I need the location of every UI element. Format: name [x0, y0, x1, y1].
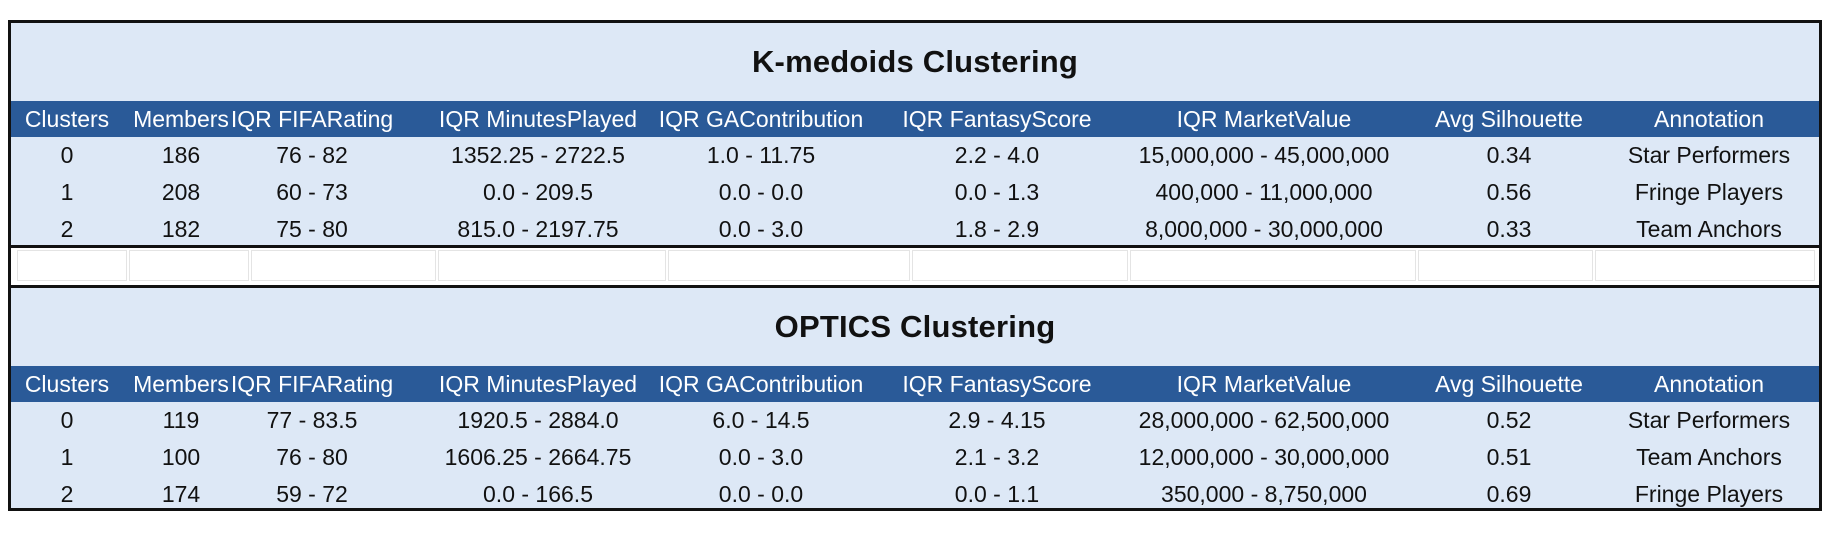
table-row: 1 208 60 - 73 0.0 - 209.5 0.0 - 0.0 0.0 … — [11, 174, 1819, 211]
cell-members: 100 — [161, 444, 201, 470]
header-iqr-marketvalue: IQR MarketValue — [1176, 106, 1352, 132]
cell-iqr-gacontribution: 0.0 - 3.0 — [718, 444, 804, 470]
table-row: 2 182 75 - 80 815.0 - 2197.75 0.0 - 3.0 … — [11, 211, 1819, 248]
cell-avg-silhouette: 0.34 — [1486, 142, 1532, 168]
empty-cell — [17, 250, 127, 281]
cell-cluster: 0 — [60, 407, 74, 433]
table-row: 2 174 59 - 72 0.0 - 166.5 0.0 - 0.0 0.0 … — [11, 476, 1819, 513]
spacer-row — [8, 247, 1822, 285]
cell-iqr-fantasyscore: 0.0 - 1.3 — [954, 179, 1040, 205]
cell-avg-silhouette: 0.51 — [1486, 444, 1532, 470]
cell-iqr-minutesplayed: 1352.25 - 2722.5 — [451, 142, 625, 168]
cell-iqr-gacontribution: 1.0 - 11.75 — [706, 142, 816, 168]
cell-iqr-fifarating: 76 - 80 — [276, 444, 348, 470]
cell-iqr-fantasyscore: 2.1 - 3.2 — [954, 444, 1040, 470]
cell-iqr-marketvalue: 28,000,000 - 62,500,000 — [1138, 407, 1390, 433]
header-iqr-marketvalue: IQR MarketValue — [1176, 371, 1352, 397]
cell-iqr-marketvalue: 350,000 - 8,750,000 — [1161, 481, 1367, 507]
cell-members: 119 — [162, 407, 200, 433]
header-clusters: Clusters — [24, 106, 110, 132]
header-iqr-gacontribution: IQR GAContribution — [658, 106, 864, 132]
cell-avg-silhouette: 0.69 — [1486, 481, 1532, 507]
cell-annotation: Star Performers — [1627, 142, 1791, 168]
header-iqr-fifarating: IQR FIFARating — [230, 106, 394, 132]
cell-cluster: 2 — [60, 216, 74, 242]
cell-iqr-minutesplayed: 0.0 - 166.5 — [483, 481, 593, 507]
cell-iqr-gacontribution: 6.0 - 14.5 — [712, 407, 810, 433]
header-avg-silhouette: Avg Silhouette — [1435, 106, 1583, 132]
empty-cell — [912, 250, 1128, 281]
header-iqr-minutesplayed: IQR MinutesPlayed — [438, 371, 638, 397]
cell-annotation: Fringe Players — [1634, 179, 1784, 205]
cell-iqr-gacontribution: 0.0 - 0.0 — [718, 481, 804, 507]
cell-avg-silhouette: 0.52 — [1486, 407, 1532, 433]
cell-iqr-gacontribution: 0.0 - 3.0 — [718, 216, 804, 242]
cell-annotation: Star Performers — [1627, 407, 1791, 433]
empty-cell — [129, 250, 249, 281]
header-iqr-fifarating: IQR FIFARating — [230, 371, 394, 397]
header-iqr-gacontribution: IQR GAContribution — [658, 371, 864, 397]
cell-iqr-minutesplayed: 1606.25 - 2664.75 — [444, 444, 632, 470]
cell-iqr-marketvalue: 12,000,000 - 30,000,000 — [1138, 444, 1390, 470]
cell-members: 182 — [161, 216, 201, 242]
cell-members: 208 — [161, 179, 201, 205]
empty-cell — [668, 250, 910, 281]
optics-table-title: OPTICS Clustering — [774, 309, 1056, 344]
empty-cell — [1595, 250, 1815, 281]
cell-iqr-gacontribution: 0.0 - 0.0 — [718, 179, 804, 205]
header-annotation: Annotation — [1654, 106, 1764, 132]
cell-iqr-minutesplayed: 1920.5 - 2884.0 — [457, 407, 619, 433]
cell-annotation: Team Anchors — [1636, 444, 1782, 470]
empty-cell — [251, 250, 436, 281]
cell-iqr-fantasyscore: 2.2 - 4.0 — [954, 142, 1040, 168]
cell-iqr-fantasyscore: 0.0 - 1.1 — [954, 481, 1040, 507]
cell-avg-silhouette: 0.33 — [1486, 216, 1532, 242]
cell-cluster: 0 — [60, 142, 74, 168]
header-iqr-fantasyscore: IQR FantasyScore — [902, 106, 1092, 132]
cell-iqr-fantasyscore: 2.9 - 4.15 — [948, 407, 1046, 433]
optics-table: OPTICS Clustering Clusters Members IQR F… — [8, 285, 1822, 511]
empty-cell — [1418, 250, 1593, 281]
cell-iqr-marketvalue: 400,000 - 11,000,000 — [1155, 179, 1373, 205]
header-iqr-fantasyscore: IQR FantasyScore — [902, 371, 1092, 397]
table-row: 0 119 77 - 83.5 1920.5 - 2884.0 6.0 - 14… — [11, 402, 1819, 439]
header-avg-silhouette: Avg Silhouette — [1435, 371, 1583, 397]
header-annotation: Annotation — [1654, 371, 1764, 397]
cell-iqr-fifarating: 77 - 83.5 — [266, 407, 358, 433]
kmedoids-table-title: K-medoids Clustering — [751, 44, 1079, 79]
cell-annotation: Team Anchors — [1636, 216, 1782, 242]
empty-cell — [1130, 250, 1416, 281]
cell-iqr-marketvalue: 8,000,000 - 30,000,000 — [1145, 216, 1383, 242]
header-iqr-minutesplayed: IQR MinutesPlayed — [438, 106, 638, 132]
cell-iqr-fifarating: 60 - 73 — [276, 179, 348, 205]
cell-annotation: Fringe Players — [1634, 481, 1784, 507]
cell-iqr-minutesplayed: 815.0 - 2197.75 — [457, 216, 619, 242]
cell-members: 186 — [161, 142, 201, 168]
header-clusters: Clusters — [24, 371, 110, 397]
empty-cell — [438, 250, 666, 281]
cell-iqr-fifarating: 76 - 82 — [276, 142, 348, 168]
cell-iqr-fantasyscore: 1.8 - 2.9 — [954, 216, 1040, 242]
table-row: 0 186 76 - 82 1352.25 - 2722.5 1.0 - 11.… — [11, 137, 1819, 174]
cell-iqr-fifarating: 59 - 72 — [276, 481, 348, 507]
kmedoids-table: K-medoids Clustering Clusters Members IQ… — [8, 20, 1822, 248]
header-members: Members — [133, 106, 229, 132]
table-row: 1 100 76 - 80 1606.25 - 2664.75 0.0 - 3.… — [11, 439, 1819, 476]
optics-header-row: Clusters Members IQR FIFARating IQR Minu… — [11, 366, 1819, 402]
cell-cluster: 2 — [60, 481, 74, 507]
cell-iqr-fifarating: 75 - 80 — [276, 216, 348, 242]
cell-iqr-marketvalue: 15,000,000 - 45,000,000 — [1138, 142, 1390, 168]
cell-cluster: 1 — [60, 444, 74, 470]
header-members: Members — [133, 371, 229, 397]
cell-iqr-minutesplayed: 0.0 - 209.5 — [483, 179, 593, 205]
kmedoids-header-row: Clusters Members IQR FIFARating IQR Minu… — [11, 101, 1819, 137]
cell-members: 174 — [161, 481, 201, 507]
cell-avg-silhouette: 0.56 — [1486, 179, 1532, 205]
cell-cluster: 1 — [60, 179, 74, 205]
